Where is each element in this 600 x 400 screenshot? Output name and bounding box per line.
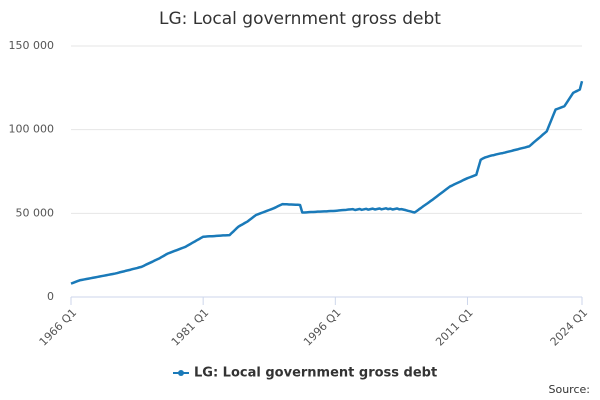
- y-tick-label: 100 000: [9, 123, 55, 136]
- x-tick-label: 1966 Q1: [37, 306, 80, 349]
- data-line: [70, 80, 584, 285]
- x-tick-label: 1996 Q1: [301, 306, 344, 349]
- chart-title: LG: Local government gross debt: [159, 9, 441, 29]
- y-tick-label: 150 000: [9, 39, 55, 52]
- x-tick-label: 1981 Q1: [169, 306, 212, 349]
- x-tick-label: 2011 Q1: [433, 306, 476, 349]
- legend-label: LG: Local government gross debt: [194, 366, 437, 381]
- y-tick-label: 0: [47, 290, 54, 303]
- source-label: Source:: [549, 383, 591, 396]
- legend-marker: [178, 370, 184, 376]
- x-tick-label: 2024 Q1: [548, 306, 591, 349]
- y-tick-label: 50 000: [16, 206, 55, 219]
